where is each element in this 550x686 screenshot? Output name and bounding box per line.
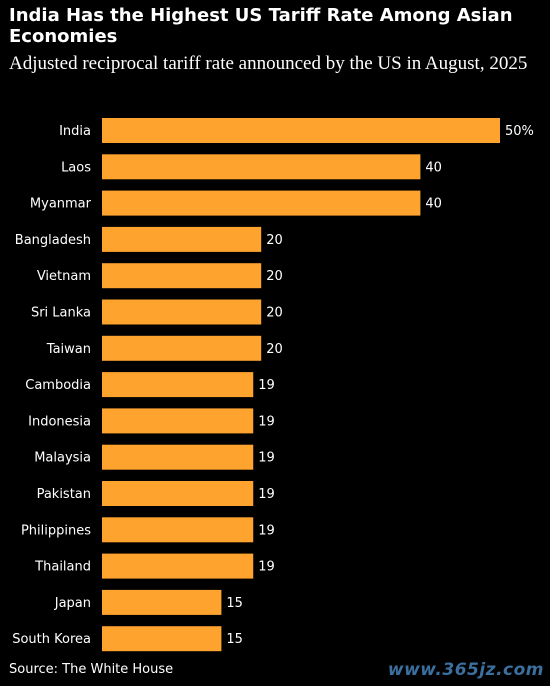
value-label-laos: 40 (425, 160, 442, 175)
bar-laos (102, 154, 421, 180)
value-label-cambodia: 19 (258, 378, 275, 393)
bar-philippines (102, 517, 254, 543)
bar-japan (102, 589, 222, 615)
value-label-india: 50% (505, 124, 534, 139)
value-label-indonesia: 19 (258, 414, 275, 429)
category-label-cambodia: Cambodia (25, 378, 91, 393)
bar-pakistan (102, 481, 254, 506)
chart-subtitle: Adjusted reciprocal tariff rate announce… (9, 53, 528, 74)
category-label-thailand: Thailand (34, 560, 91, 575)
category-label-pakistan: Pakistan (37, 487, 91, 502)
value-label-bangladesh: 20 (266, 233, 283, 248)
chart-title: India Has the Highest US Tariff Rate Amo… (9, 5, 513, 47)
value-label-japan: 15 (226, 596, 243, 611)
category-label-indonesia: Indonesia (28, 414, 91, 429)
bar-indonesia (102, 408, 254, 434)
bar-india (102, 118, 500, 143)
value-label-sri-lanka: 20 (266, 306, 283, 321)
category-label-south-korea: South Korea (12, 632, 91, 647)
bar-taiwan (102, 335, 262, 361)
category-label-philippines: Philippines (21, 523, 91, 538)
bars-group: India 50% Laos 40 Myanmar 40 Bangladesh 20 Vietn… (12, 118, 534, 652)
value-label-myanmar: 40 (425, 197, 442, 212)
category-label-vietnam: Vietnam (37, 269, 91, 284)
value-label-philippines: 19 (258, 523, 275, 538)
value-label-pakistan: 19 (258, 487, 275, 502)
category-label-taiwan: Taiwan (46, 342, 91, 357)
value-label-south-korea: 15 (226, 632, 243, 647)
category-label-malaysia: Malaysia (34, 451, 91, 466)
bar-malaysia (102, 444, 254, 470)
category-label-bangladesh: Bangladesh (15, 233, 91, 248)
watermark: www.365jz.com (387, 660, 544, 680)
category-label-laos: Laos (61, 160, 91, 175)
bar-myanmar (102, 190, 421, 216)
value-label-vietnam: 20 (266, 269, 283, 284)
bar-sri-lanka (102, 299, 262, 325)
source-note: Source: The White House (9, 662, 174, 677)
bar-thailand (102, 553, 254, 579)
value-label-thailand: 19 (258, 560, 275, 575)
value-label-malaysia: 19 (258, 451, 275, 466)
bar-south-korea (102, 626, 222, 652)
bar-chart: India 50% Laos 40 Myanmar 40 Bangladesh 20 Vietn… (12, 118, 534, 652)
category-label-sri-lanka: Sri Lanka (31, 306, 91, 321)
category-label-japan: Japan (54, 596, 91, 611)
category-label-india: India (59, 124, 91, 139)
category-label-myanmar: Myanmar (30, 197, 92, 212)
bar-bangladesh (102, 226, 262, 252)
value-label-taiwan: 20 (266, 342, 283, 357)
bar-cambodia (102, 372, 254, 398)
bar-vietnam (102, 263, 262, 289)
